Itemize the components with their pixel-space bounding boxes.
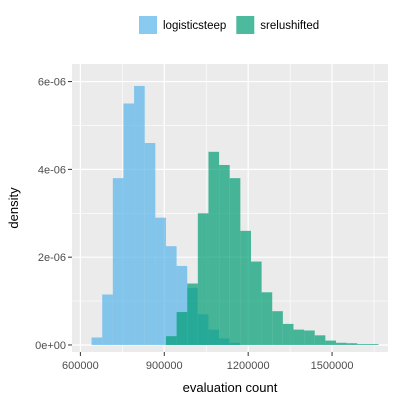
y-tick-label: 0e+00 — [35, 340, 66, 352]
histogram-bar-srelushifted — [197, 213, 209, 345]
legend-key-logisticsteep — [139, 16, 157, 34]
histogram-bar-srelushifted — [293, 329, 305, 345]
legend-label: srelushifted — [260, 20, 319, 32]
histogram-bar-srelushifted — [325, 340, 336, 345]
y-tick-label: 6e-06 — [38, 77, 66, 89]
y-axis-ticks: 0e+00 2e-06 4e-06 6e-06 — [35, 77, 72, 352]
x-tick-label: 900000 — [146, 360, 183, 372]
x-tick-label: 1500000 — [311, 360, 354, 372]
histogram-bar-logisticsteep — [91, 337, 103, 345]
legend-key-srelushifted — [236, 16, 255, 34]
legend-label: logisticsteep — [163, 20, 226, 32]
x-axis-ticks: 600000 900000 1200000 1500000 — [62, 352, 353, 372]
histogram-bar-logisticsteep — [102, 294, 113, 345]
histogram-bar-srelushifted — [219, 164, 230, 345]
y-tick-label: 4e-06 — [38, 164, 66, 176]
x-axis-title: evaluation count — [183, 380, 278, 395]
histogram-bar-logisticsteep — [165, 246, 177, 345]
histogram-bar-srelushifted — [304, 330, 315, 345]
histogram-bar-logisticsteep — [144, 143, 156, 345]
histogram-bar-logisticsteep — [176, 265, 188, 345]
y-axis-title: density — [6, 187, 21, 229]
histogram-bar-srelushifted — [346, 343, 358, 345]
histogram-bar-srelushifted — [282, 323, 294, 345]
histogram-bar-srelushifted — [229, 178, 241, 345]
histogram-bar-logisticsteep — [123, 103, 135, 345]
histogram-bar-srelushifted — [357, 344, 368, 345]
histogram-bar-srelushifted — [367, 344, 379, 345]
histogram-bar-srelushifted — [250, 261, 262, 345]
histogram-bar-srelushifted — [176, 312, 188, 345]
histogram-bar-srelushifted — [240, 230, 251, 345]
histogram-bar-srelushifted — [261, 292, 273, 345]
y-tick-label: 2e-06 — [38, 252, 66, 264]
histogram-bar-srelushifted — [165, 336, 177, 345]
histogram-bar-srelushifted — [335, 342, 347, 345]
histogram-bar-logisticsteep — [112, 178, 124, 345]
legend: logisticsteep srelushifted — [139, 16, 319, 34]
x-tick-label: 1200000 — [227, 360, 270, 372]
histogram-bar-srelushifted — [208, 151, 220, 345]
histogram-bars — [91, 85, 379, 345]
histogram-bar-srelushifted — [187, 283, 198, 345]
histogram-bar-logisticsteep — [155, 217, 166, 345]
x-tick-label: 600000 — [62, 360, 99, 372]
histogram-bar-logisticsteep — [134, 85, 145, 345]
histogram-bar-srelushifted — [314, 335, 326, 345]
histogram-bar-srelushifted — [272, 311, 283, 345]
